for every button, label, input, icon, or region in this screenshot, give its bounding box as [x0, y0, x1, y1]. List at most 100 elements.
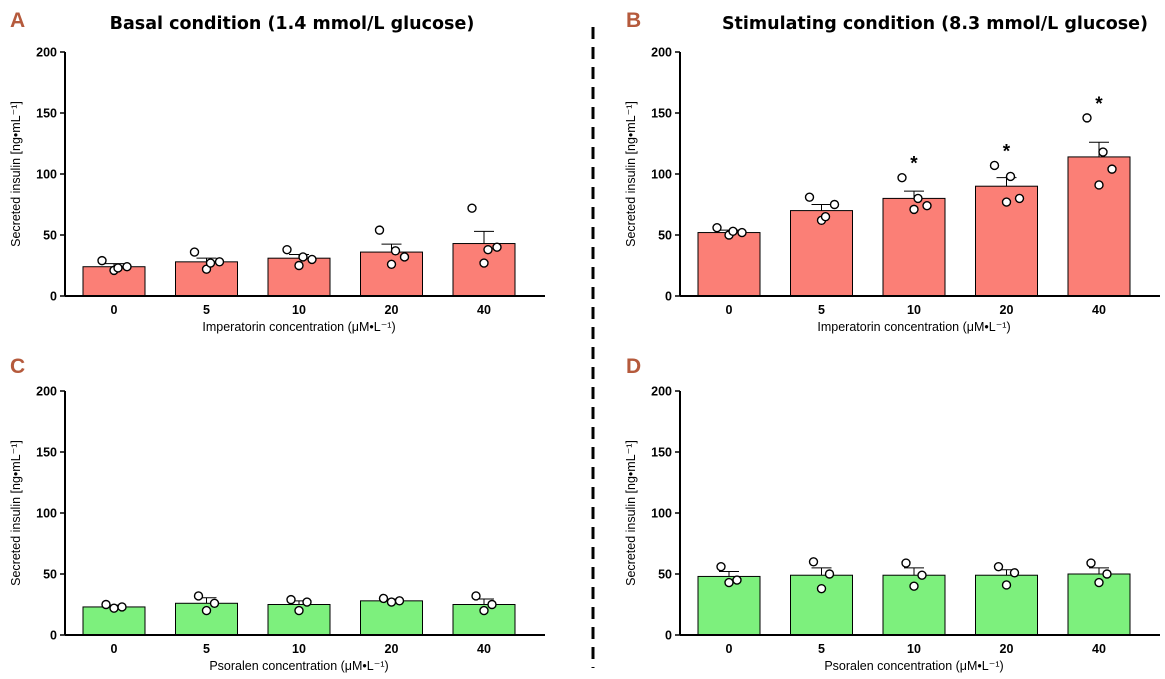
- y-tick-label: 200: [651, 46, 672, 60]
- x-tick-label: 5: [203, 642, 210, 656]
- y-tick-label: 0: [50, 290, 57, 304]
- data-point: [298, 252, 308, 262]
- y-tick-label: 50: [658, 568, 672, 582]
- data-point: [1098, 147, 1108, 157]
- data-point: [989, 160, 1000, 171]
- panel-label: A: [10, 9, 25, 32]
- data-point: [820, 211, 831, 222]
- y-tick-label: 200: [36, 46, 57, 60]
- data-point: [374, 225, 385, 235]
- data-point: [294, 260, 304, 271]
- data-point: [993, 561, 1004, 572]
- data-point: [386, 597, 397, 607]
- significance-star: *: [1003, 141, 1011, 162]
- y-tick-label: 100: [36, 168, 57, 182]
- panel-label: D: [626, 355, 641, 378]
- bar: [360, 251, 423, 297]
- x-tick-label: 0: [726, 642, 733, 656]
- data-point: [386, 259, 397, 269]
- data-point: [117, 602, 127, 612]
- data-point: [1094, 180, 1104, 190]
- x-tick-label: 20: [385, 303, 399, 317]
- x-tick-label: 10: [907, 642, 921, 656]
- x-tick-label: 20: [385, 642, 399, 656]
- y-tick-label: 150: [36, 446, 57, 460]
- panel-c: C 0 50 100 150 200 Secreted insulin [ng•mL⁻¹] 0…: [9, 355, 545, 673]
- data-point: [101, 599, 111, 610]
- y-tick-label: 100: [651, 168, 672, 182]
- data-point: [286, 594, 296, 605]
- x-tick-label: 20: [1000, 642, 1014, 656]
- y-tick-label: 100: [651, 507, 672, 521]
- bar: [697, 232, 761, 297]
- data-point: [917, 570, 927, 580]
- x-tick-label: 0: [111, 303, 118, 317]
- x-tick-label: 40: [477, 642, 491, 656]
- data-point: [109, 603, 119, 613]
- y-tick-label: 150: [651, 446, 672, 460]
- data-point: [1005, 171, 1016, 182]
- x-tick-label: 40: [1092, 642, 1106, 656]
- data-point: [97, 255, 107, 266]
- data-point: [487, 599, 497, 610]
- x-axis-label: Psoralen concentration (μM•L⁻¹): [209, 659, 388, 673]
- x-tick-label: 5: [818, 642, 825, 656]
- heading-stimulating: Stimulating condition (8.3 mmol/L glucos…: [722, 14, 1148, 34]
- panel-b: B 0 50 100 150 200 Secreted insulin [ng•mL⁻¹] 0…: [624, 9, 1160, 334]
- data-point: [922, 201, 932, 211]
- data-point: [189, 247, 200, 257]
- y-tick-label: 0: [665, 629, 672, 643]
- data-point: [378, 593, 389, 604]
- panel-a: A 0 50 100 150 200 Secreted insulin [ng•mL⁻¹] 0…: [9, 9, 545, 334]
- data-point: [1009, 568, 1020, 578]
- y-axis-label: Secreted insulin [ng•mL⁻¹]: [9, 101, 23, 247]
- data-point: [1082, 113, 1092, 123]
- x-tick-label: 0: [726, 303, 733, 317]
- y-tick-label: 200: [651, 385, 672, 399]
- data-point: [909, 204, 919, 215]
- y-tick-label: 100: [36, 507, 57, 521]
- data-point: [467, 203, 477, 213]
- y-axis-label: Secreted insulin [ng•mL⁻¹]: [624, 101, 638, 247]
- y-tick-label: 50: [658, 229, 672, 243]
- y-tick-label: 200: [36, 385, 57, 399]
- data-point: [732, 575, 742, 585]
- data-point: [399, 252, 410, 262]
- data-point: [1086, 558, 1096, 568]
- data-point: [1102, 569, 1112, 579]
- data-point: [201, 605, 212, 616]
- data-point: [294, 605, 304, 616]
- data-point: [1107, 164, 1117, 174]
- x-tick-label: 10: [292, 642, 306, 656]
- bar: [1067, 156, 1131, 297]
- data-point: [483, 244, 493, 255]
- data-point: [829, 199, 840, 210]
- data-point: [1094, 577, 1104, 588]
- y-tick-label: 150: [651, 107, 672, 121]
- x-axis-label: Imperatorin concentration (μM•L⁻¹): [817, 320, 1010, 334]
- data-point: [716, 561, 726, 572]
- data-point: [113, 263, 123, 273]
- x-axis-label: Psoralen concentration (μM•L⁻¹): [824, 659, 1003, 673]
- data-point: [214, 257, 225, 267]
- data-point: [808, 557, 819, 567]
- x-tick-label: 10: [907, 303, 921, 317]
- data-point: [209, 598, 220, 608]
- data-point: [897, 172, 907, 183]
- data-point: [1001, 197, 1012, 207]
- significance-star: *: [1095, 94, 1103, 115]
- x-axis-label: Imperatorin concentration (μM•L⁻¹): [202, 320, 395, 334]
- data-point: [471, 591, 481, 601]
- x-tick-label: 40: [1092, 303, 1106, 317]
- x-tick-label: 0: [111, 642, 118, 656]
- y-tick-label: 0: [50, 629, 57, 643]
- panel-d: D 0 50 100 150 200 Secreted insulin [ng•mL⁻¹] 0…: [624, 355, 1160, 673]
- data-point: [193, 591, 204, 601]
- x-tick-label: 5: [203, 303, 210, 317]
- data-point: [712, 222, 722, 233]
- y-axis-label: Secreted insulin [ng•mL⁻¹]: [9, 440, 23, 586]
- data-point: [804, 192, 815, 202]
- data-point: [737, 227, 747, 238]
- data-point: [205, 258, 216, 268]
- y-axis-label: Secreted insulin [ng•mL⁻¹]: [624, 440, 638, 586]
